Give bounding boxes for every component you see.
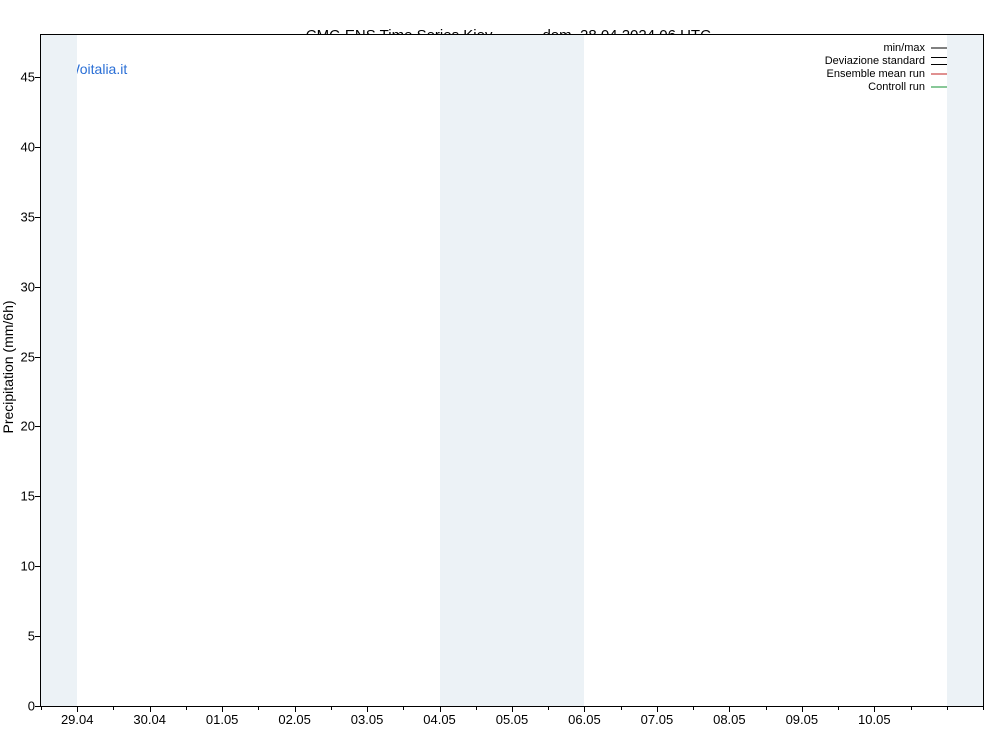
ytick-mark bbox=[35, 287, 41, 288]
ytick-label: 20 bbox=[21, 419, 35, 434]
xtick-minor bbox=[838, 706, 839, 710]
ytick-mark bbox=[35, 496, 41, 497]
chart-container: CMC-ENS Time Series Kiev dom. 28.04.2024… bbox=[0, 0, 1000, 733]
ytick-label: 30 bbox=[21, 279, 35, 294]
xtick-minor bbox=[41, 706, 42, 710]
ytick-mark bbox=[35, 147, 41, 148]
weekend-band bbox=[41, 35, 77, 706]
ytick-mark bbox=[35, 357, 41, 358]
ytick-label: 15 bbox=[21, 489, 35, 504]
ytick-label: 45 bbox=[21, 69, 35, 84]
ytick-label: 5 bbox=[28, 629, 35, 644]
ytick-label: 35 bbox=[21, 209, 35, 224]
xtick-minor bbox=[548, 706, 549, 710]
weekend-band bbox=[947, 35, 983, 706]
ytick-label: 40 bbox=[21, 139, 35, 154]
ytick-mark bbox=[35, 217, 41, 218]
xtick-minor bbox=[476, 706, 477, 710]
legend-label: Deviazione standard bbox=[825, 55, 925, 67]
y-axis-label: Precipitation (mm/6h) bbox=[0, 300, 16, 433]
xtick-minor bbox=[258, 706, 259, 710]
xtick-label: 03.05 bbox=[351, 712, 384, 727]
xtick-label: 09.05 bbox=[786, 712, 819, 727]
xtick-label: 10.05 bbox=[858, 712, 891, 727]
xtick-label: 06.05 bbox=[568, 712, 601, 727]
ytick-mark bbox=[35, 636, 41, 637]
xtick-minor bbox=[983, 706, 984, 710]
ytick-label: 10 bbox=[21, 559, 35, 574]
xtick-minor bbox=[113, 706, 114, 710]
xtick-minor bbox=[766, 706, 767, 710]
legend-label: min/max bbox=[883, 42, 925, 54]
ytick-label: 25 bbox=[21, 349, 35, 364]
ytick-mark bbox=[35, 77, 41, 78]
ytick-mark bbox=[35, 426, 41, 427]
xtick-label: 07.05 bbox=[641, 712, 674, 727]
xtick-label: 04.05 bbox=[423, 712, 456, 727]
ytick-label: 0 bbox=[28, 699, 35, 714]
xtick-label: 29.04 bbox=[61, 712, 94, 727]
xtick-label: 05.05 bbox=[496, 712, 529, 727]
xtick-minor bbox=[331, 706, 332, 710]
xtick-label: 08.05 bbox=[713, 712, 746, 727]
xtick-minor bbox=[693, 706, 694, 710]
ytick-mark bbox=[35, 566, 41, 567]
xtick-label: 01.05 bbox=[206, 712, 239, 727]
xtick-minor bbox=[947, 706, 948, 710]
xtick-minor bbox=[186, 706, 187, 710]
xtick-minor bbox=[621, 706, 622, 710]
legend-label: Controll run bbox=[868, 81, 925, 93]
xtick-label: 30.04 bbox=[133, 712, 166, 727]
plot-area: © Woitalia.it min/maxDeviazione standard… bbox=[40, 34, 984, 707]
xtick-minor bbox=[911, 706, 912, 710]
xtick-minor bbox=[403, 706, 404, 710]
weekend-band bbox=[440, 35, 585, 706]
xtick-label: 02.05 bbox=[278, 712, 311, 727]
legend-label: Ensemble mean run bbox=[827, 68, 925, 80]
